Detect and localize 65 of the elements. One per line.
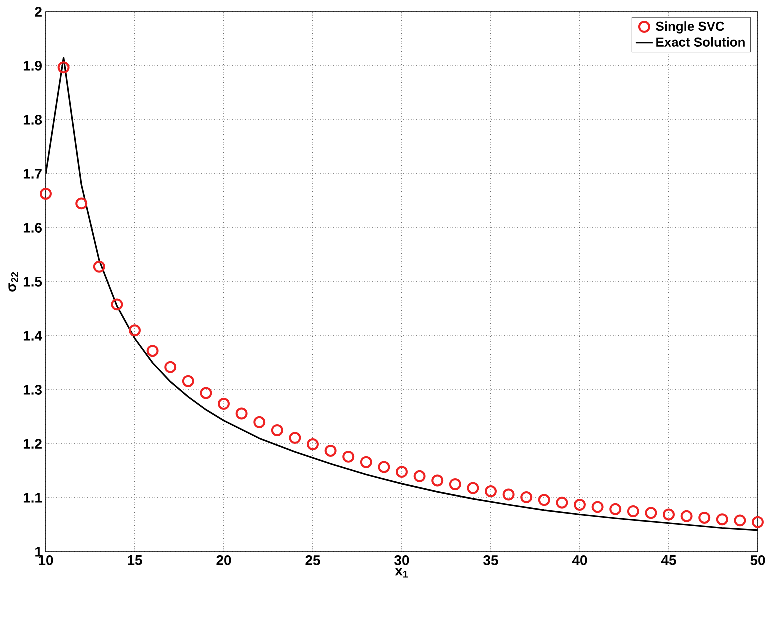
- point: [752, 516, 764, 528]
- x-tick-label: 20: [216, 556, 232, 566]
- point: [432, 474, 444, 487]
- point: [698, 512, 711, 524]
- y-tick-label: 1.8: [24, 115, 42, 125]
- point: [449, 478, 462, 490]
- y-tick-label: 1.2: [24, 439, 42, 449]
- point: [396, 466, 408, 478]
- point: [520, 491, 533, 504]
- y-tick-label: 1.4: [24, 331, 42, 341]
- point: [76, 198, 88, 210]
- point: [485, 486, 497, 498]
- point: [556, 496, 568, 509]
- legend-label: Exact Solution: [656, 37, 745, 47]
- point: [574, 499, 586, 511]
- x-tick-label: 10: [39, 556, 54, 566]
- point: [182, 375, 194, 388]
- point: [307, 438, 319, 451]
- point: [289, 432, 302, 444]
- y-axis-title: σ$_{22}$: [8, 272, 18, 292]
- point: [164, 361, 177, 374]
- point: [734, 514, 746, 527]
- y-tick-label: 1.5: [24, 277, 42, 287]
- point: [680, 510, 693, 522]
- point: [610, 503, 622, 516]
- y-tick-label: 1.6: [24, 223, 42, 233]
- point: [129, 324, 141, 337]
- point: [663, 508, 675, 521]
- point: [254, 416, 266, 428]
- point: [342, 450, 355, 463]
- y-tick-label: 1.3: [24, 385, 42, 395]
- y-tick-label: 2: [35, 7, 42, 17]
- x-tick-label: 40: [572, 556, 588, 566]
- point: [111, 298, 124, 311]
- point: [502, 488, 515, 501]
- point: [236, 408, 248, 420]
- x-tick-label: 50: [750, 556, 766, 566]
- point: [378, 461, 390, 474]
- x-tick-label: 15: [128, 556, 142, 566]
- x-tick-label: 30: [394, 556, 410, 566]
- point: [627, 506, 640, 518]
- point: [146, 345, 159, 358]
- point: [716, 514, 728, 526]
- point: [324, 445, 337, 457]
- point: [645, 507, 658, 520]
- point: [40, 188, 52, 200]
- legend-label: Single SVC: [656, 22, 724, 34]
- x-tick-label: 25: [306, 556, 320, 566]
- y-tick-label: 1.9: [24, 61, 42, 71]
- x-tick-label: 45: [661, 556, 676, 566]
- x-axis-title: x$_{1}$: [395, 568, 408, 578]
- point: [360, 456, 372, 468]
- point: [538, 494, 550, 506]
- point: [58, 62, 70, 74]
- y-tick-label: 1.1: [24, 493, 42, 503]
- point: [271, 424, 284, 436]
- point: [467, 482, 480, 494]
- point: [93, 260, 106, 273]
- point: [200, 387, 212, 400]
- y-tick-label: 1: [36, 547, 42, 557]
- x-tick-label: 35: [484, 556, 498, 566]
- y-tick-label: 1.7: [24, 169, 42, 179]
- point: [592, 501, 604, 514]
- point: [414, 470, 426, 482]
- point: [218, 398, 230, 410]
